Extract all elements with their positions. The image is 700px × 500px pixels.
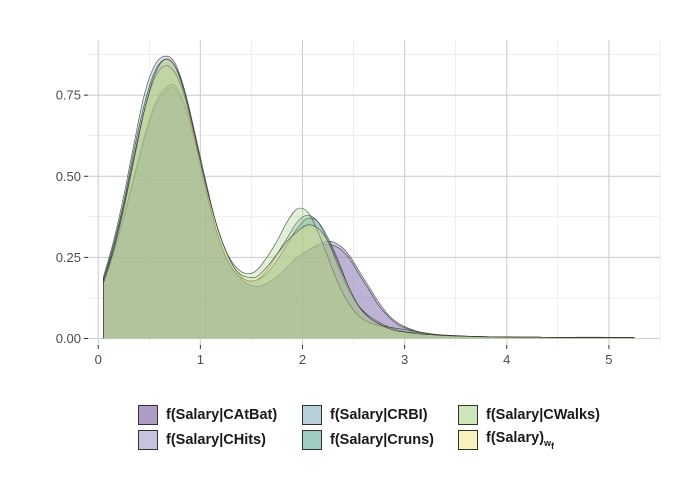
legend-key-chits [138, 430, 158, 450]
x-tick-label: 5 [605, 352, 612, 367]
legend-key-cruns [302, 430, 322, 450]
density-area-crbi [103, 56, 635, 339]
x-tick-label: 1 [197, 352, 204, 367]
legend-label-cruns: f(Salary|Cruns) [330, 432, 434, 448]
x-axis-ticks: 0 1 2 3 4 5 [95, 345, 613, 367]
legend-item-cwalks: f(Salary|CWalks) [458, 404, 600, 426]
x-tick-label: 0 [95, 352, 102, 367]
y-tick-label: 0.00 [56, 331, 81, 346]
legend-key-salary-wf [458, 430, 478, 450]
y-axis-ticks: 0.00 0.25 0.50 0.75 [56, 88, 88, 346]
legend-label-chits: f(Salary|CHits) [166, 432, 266, 448]
y-tick-label: 0.25 [56, 250, 81, 265]
x-tick-label: 4 [503, 352, 510, 367]
density-area-salary-wf [103, 58, 635, 339]
legend-item-crbi: f(Salary|CRBI) [302, 404, 428, 426]
density-area-catbat [103, 84, 635, 339]
legend-label-catbat: f(Salary|CAtBat) [166, 407, 278, 423]
legend-label-crbi: f(Salary|CRBI) [330, 407, 428, 423]
legend-item-chits: f(Salary|CHits) [138, 429, 266, 451]
legend-label-salary-sub-w: w [544, 437, 552, 448]
legend-label-salary-sub-f: f [551, 440, 555, 451]
legend-label-salary-sub: wf [544, 437, 555, 451]
legend-key-crbi [302, 405, 322, 425]
legend: f(Salary|CAtBat) f(Salary|CHits) f(Salar… [138, 404, 638, 454]
x-tick-label: 3 [401, 352, 408, 367]
y-tick-label: 0.75 [56, 88, 81, 103]
density-area-chits [103, 87, 635, 339]
grid-lines [88, 40, 661, 345]
legend-key-catbat [138, 405, 158, 425]
legend-label-salary-wf: f(Salary)wf [486, 430, 554, 451]
legend-label-cwalks: f(Salary|CWalks) [486, 407, 600, 423]
legend-label-salary-main: f(Salary) [486, 429, 545, 446]
density-areas [103, 55, 635, 339]
y-tick-label: 0.50 [56, 169, 81, 184]
density-line-salary-wf [103, 58, 635, 338]
x-tick-label: 2 [299, 352, 306, 367]
legend-item-catbat: f(Salary|CAtBat) [138, 404, 277, 426]
legend-item-cruns: f(Salary|Cruns) [302, 429, 434, 451]
legend-item-salary-wf: f(Salary)wf [458, 429, 554, 451]
legend-key-cwalks [458, 405, 478, 425]
